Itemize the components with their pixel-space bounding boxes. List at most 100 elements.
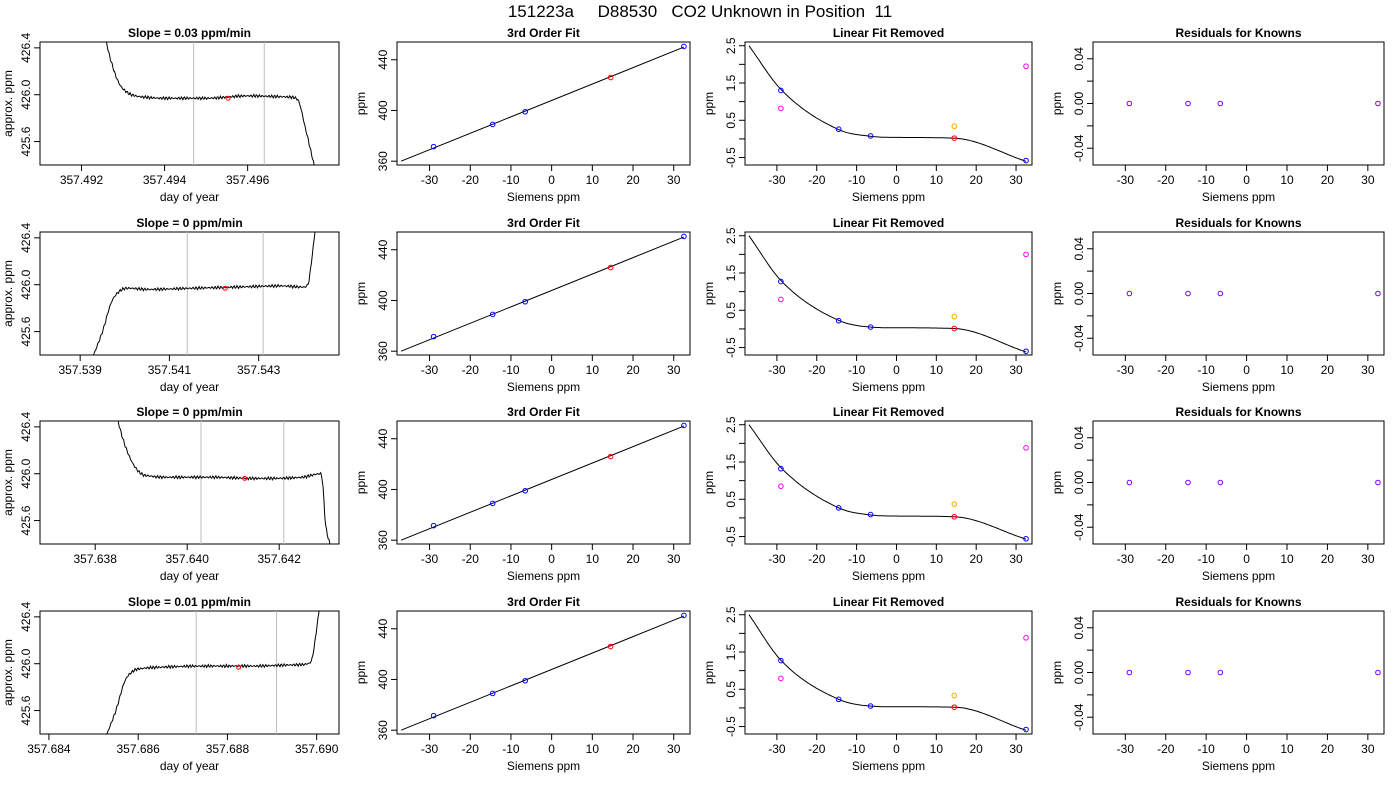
y-axis-label: ppm	[354, 661, 368, 684]
plot-area	[748, 614, 1029, 733]
x-tick-label: 10	[586, 552, 600, 566]
y-tick-label: -0.5	[724, 147, 738, 168]
known-standard-point	[489, 500, 496, 507]
y-tick-label: 2.5	[724, 606, 738, 623]
x-tick-label: 10	[586, 173, 600, 187]
y-axis-label: approx. ppm	[1, 260, 15, 327]
y-axis-label: ppm	[702, 661, 716, 684]
x-tick-label: -10	[848, 173, 866, 187]
x-tick-label: 10	[1280, 742, 1294, 756]
residual-point	[1185, 669, 1191, 676]
x-tick-label: -30	[1117, 363, 1135, 377]
plot-frame	[1092, 231, 1385, 356]
x-tick-label: 357.686	[116, 742, 160, 756]
panel-title: 3rd Order Fit	[507, 405, 580, 419]
residual-point	[1126, 100, 1133, 107]
residual-point	[1126, 669, 1133, 676]
x-tick-label: 30	[667, 173, 681, 187]
x-axis-label: Siemens ppm	[507, 569, 580, 583]
x-tick-label: -10	[1197, 552, 1215, 566]
x-axis-label: Siemens ppm	[1202, 569, 1275, 583]
y-tick-label: 0.00	[1072, 91, 1086, 115]
unknown-sample-point	[607, 453, 614, 460]
plot-frame	[744, 420, 1033, 545]
x-tick-label: 357.684	[27, 742, 71, 756]
raw-known-point	[1023, 251, 1029, 258]
mean-marker	[222, 285, 228, 291]
y-tick-label: 400	[376, 100, 390, 120]
known-standard-point	[835, 126, 842, 133]
known-standard-point	[681, 43, 687, 50]
y-tick-label: 360	[376, 720, 390, 740]
x-tick-label: 357.690	[295, 742, 339, 756]
x-tick-label: -30	[421, 552, 439, 566]
panel-timeseries-row-0: Slope = 0.03 ppm/min day of year approx. p…	[1, 26, 340, 204]
raw-known-point	[1023, 635, 1029, 641]
y-tick-label: 426.4	[19, 412, 33, 442]
y-tick-label: 0.5	[724, 112, 738, 129]
raw-known-point	[778, 105, 784, 112]
y-tick-label: 426.4	[19, 602, 33, 632]
plot-frame	[396, 610, 691, 735]
y-tick-label: 0.04	[1072, 426, 1086, 450]
unknown-sample-point	[951, 325, 958, 332]
known-standard-point	[1023, 157, 1029, 164]
x-tick-label: 30	[1361, 742, 1375, 756]
x-tick-label: -10	[502, 742, 520, 756]
residual-point	[1185, 479, 1191, 486]
y-axis-label: approx. ppm	[1, 639, 15, 706]
y-tick-label: 0.00	[1072, 660, 1086, 684]
y-tick-label: 0.04	[1072, 237, 1086, 261]
y-tick-label: -0.5	[724, 526, 738, 547]
y-axis-label: ppm	[1050, 471, 1064, 494]
cubic-fit-curve	[748, 235, 1027, 353]
x-axis-label: Siemens ppm	[852, 569, 925, 583]
x-tick-label: 0	[893, 363, 900, 377]
x-tick-label: -30	[1117, 173, 1135, 187]
x-tick-label: -20	[808, 552, 826, 566]
y-tick-label: -0.5	[724, 716, 738, 737]
known-standard-point	[522, 298, 528, 305]
y-tick-label: 440	[376, 239, 390, 259]
concentration-trace	[106, 611, 320, 734]
panel-linear_removed-row-1: Linear Fit Removed Siemens ppm ppm -30 -20 -1…	[702, 216, 1033, 394]
plot-area	[117, 421, 331, 544]
panel-timeseries-row-3: Slope = 0.01 ppm/min day of year approx. p…	[1, 595, 340, 773]
x-tick-label: -30	[768, 173, 786, 187]
known-standard-point	[1023, 535, 1029, 542]
x-tick-label: -10	[502, 363, 520, 377]
concentration-trace	[93, 232, 316, 355]
x-tick-label: -20	[808, 363, 826, 377]
known-standard-point	[867, 703, 874, 709]
cubic-fit-curve	[748, 614, 1027, 731]
y-tick-label: 0.04	[1072, 616, 1086, 640]
x-tick-label: -10	[1197, 363, 1215, 377]
x-tick-label: 0	[548, 173, 555, 187]
residual-point	[1126, 290, 1133, 297]
y-tick-label: 0.00	[1072, 281, 1086, 305]
known-standard-point	[430, 712, 437, 719]
plot-area	[93, 232, 316, 355]
fit-line	[400, 615, 685, 731]
y-tick-label: 426.4	[19, 33, 33, 63]
y-axis-label: ppm	[702, 282, 716, 305]
x-axis-label: Siemens ppm	[507, 759, 580, 773]
x-tick-label: -30	[1117, 742, 1135, 756]
x-axis-label: day of year	[160, 569, 219, 583]
panel-title: 3rd Order Fit	[507, 26, 580, 40]
x-tick-label: -20	[1157, 742, 1175, 756]
plot-frame	[1092, 41, 1385, 166]
plot-frame	[396, 41, 691, 166]
plot-frame	[39, 420, 340, 545]
y-tick-label: -0.04	[1072, 324, 1086, 352]
x-tick-label: 20	[1321, 742, 1335, 756]
x-tick-label: 10	[930, 363, 944, 377]
mean-marker	[242, 475, 248, 481]
x-tick-label: 357.688	[206, 742, 250, 756]
plot-area	[400, 612, 687, 731]
x-tick-label: -20	[1157, 173, 1175, 187]
x-tick-label: 0	[1243, 742, 1250, 756]
x-tick-label: 357.539	[58, 363, 102, 377]
y-tick-label: 440	[376, 428, 390, 448]
